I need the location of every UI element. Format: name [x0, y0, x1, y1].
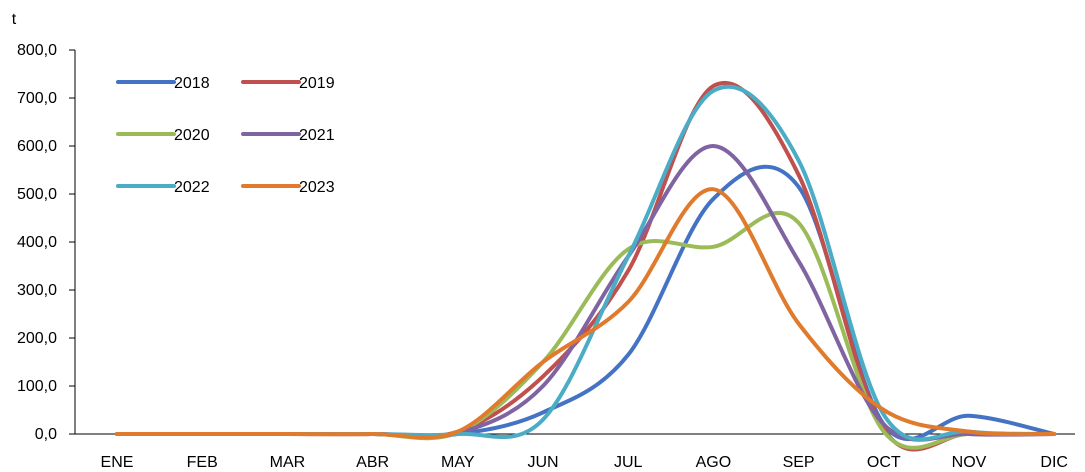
axes — [74, 50, 1075, 435]
x-tick-label: AGO — [696, 454, 732, 471]
x-tick-label: ENE — [101, 454, 134, 471]
series-line-2019 — [115, 80, 1057, 452]
series-line-2022 — [115, 84, 1057, 442]
y-tick-label: 200,0 — [17, 330, 57, 347]
y-tick-label: 700,0 — [17, 90, 57, 107]
y-axis-ticks: 0,0 100,0 200,0 300,0 400,0 500,0 600,0 700,0 80… — [17, 42, 75, 443]
y-tick-label: 0,0 — [35, 426, 57, 443]
legend-label-2021: 2021 — [299, 127, 335, 144]
series-line-2021 — [115, 143, 1057, 442]
x-tick-label: NOV — [952, 454, 987, 471]
x-tick-label: MAR — [270, 454, 306, 471]
legend-label-2019: 2019 — [299, 75, 335, 92]
y-tick-label: 400,0 — [17, 234, 57, 251]
legend: 2018 2019 2020 2021 2022 2023 — [116, 75, 335, 196]
legend-label-2022: 2022 — [174, 179, 210, 196]
legend-label-2023: 2023 — [299, 179, 335, 196]
x-tick-label: DIC — [1040, 454, 1068, 471]
y-tick-label: 500,0 — [17, 186, 57, 203]
y-tick-label: 300,0 — [17, 282, 57, 299]
x-tick-label: ABR — [356, 454, 389, 471]
series-line-2023 — [115, 187, 1057, 440]
y-tick-label: 800,0 — [17, 42, 57, 59]
y-tick-label: 100,0 — [17, 378, 57, 395]
x-tick-label: OCT — [867, 454, 901, 471]
x-tick-label: JUN — [527, 454, 558, 471]
x-tick-label: FEB — [187, 454, 218, 471]
x-tick-label: SEP — [783, 454, 815, 471]
x-tick-label: JUL — [614, 454, 643, 471]
series-lines — [115, 80, 1057, 452]
legend-label-2020: 2020 — [174, 127, 210, 144]
y-tick-label: 600,0 — [17, 138, 57, 155]
y-axis-unit-label: t — [12, 11, 17, 28]
legend-label-2018: 2018 — [174, 75, 210, 92]
x-tick-label: MAY — [441, 454, 475, 471]
x-axis-ticks: ENE FEB MAR ABR MAY JUN JUL AGO SEP OCT NOV DIC — [101, 454, 1068, 471]
